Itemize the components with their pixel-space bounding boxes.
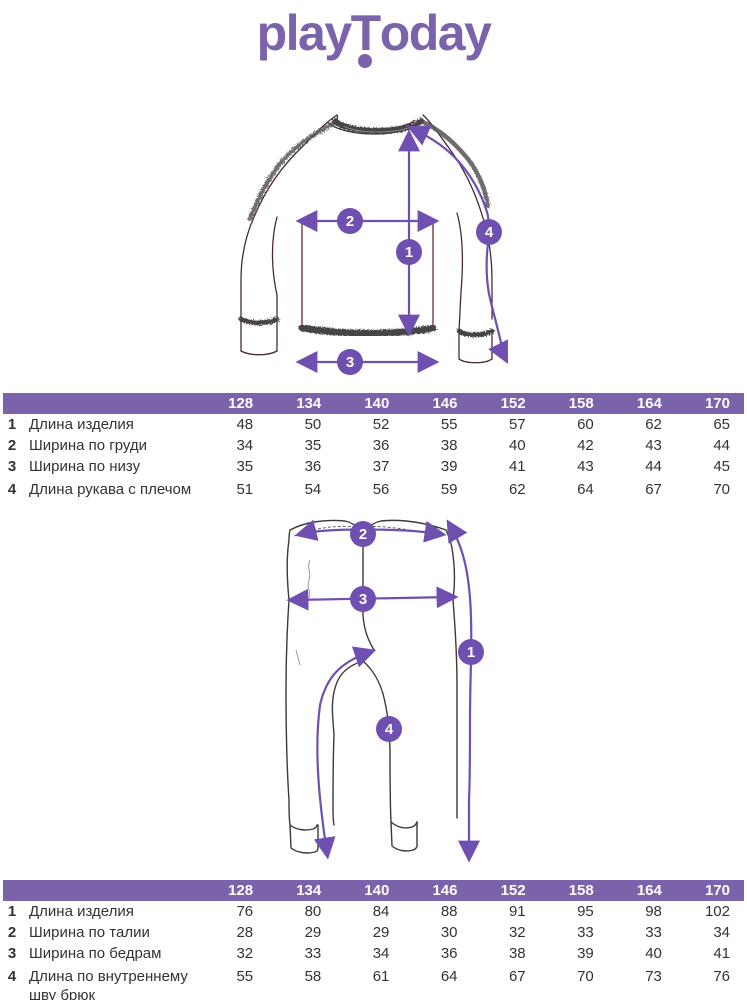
svg-text:1: 1 xyxy=(467,644,475,661)
svg-text:2: 2 xyxy=(359,526,367,543)
svg-text:4: 4 xyxy=(385,721,394,738)
svg-text:3: 3 xyxy=(359,591,367,608)
